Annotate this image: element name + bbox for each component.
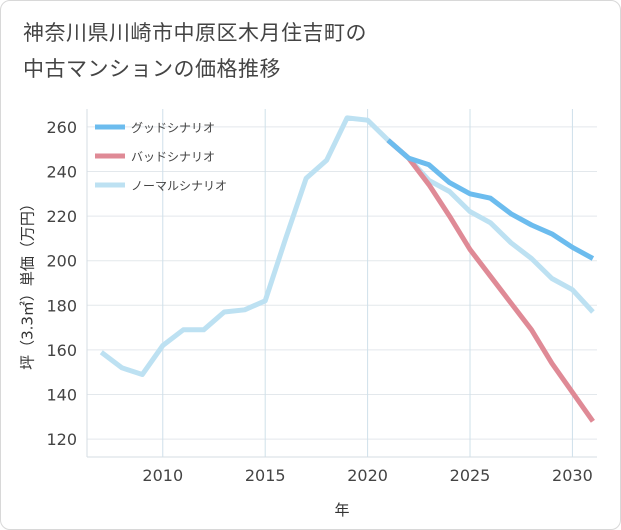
series-line-0 [386, 138, 595, 261]
y-tick-label: 160 [46, 341, 77, 360]
x-tick-label: 2015 [245, 466, 286, 485]
chart-title: 神奈川県川崎市中原区木月住吉町の 中古マンションの価格推移 [23, 15, 603, 87]
y-tick-label: 180 [46, 296, 77, 315]
x-tick-label: 2020 [347, 466, 388, 485]
y-tick-label: 120 [46, 430, 77, 449]
series-line-2 [99, 115, 595, 377]
legend-label: ノーマルシナリオ [131, 179, 227, 193]
x-axis-label: 年 [334, 501, 349, 519]
axes: 120 140 160 180 200 220 240 260 2010 2015 2020 2025… [46, 109, 597, 485]
y-tick-label: 240 [46, 162, 77, 181]
x-tick-label: 2025 [450, 466, 491, 485]
x-tick-label: 2030 [552, 466, 593, 485]
chart-title-line-2: 中古マンションの価格推移 [23, 57, 281, 81]
legend-label: グッドシナリオ [131, 121, 215, 135]
y-axis-label: 坪（3.3㎡）単価（万円） [19, 196, 37, 370]
y-tick-label: 200 [46, 252, 77, 271]
legend-label: バッドシナリオ [131, 150, 215, 164]
y-tick-label: 220 [46, 207, 77, 226]
chart-title-line-1: 神奈川県川崎市中原区木月住吉町の [23, 21, 367, 45]
series-line-1 [386, 138, 595, 423]
y-tick-label: 140 [46, 386, 77, 405]
series-lines [99, 115, 595, 423]
x-tick-label: 2010 [142, 466, 183, 485]
y-tick-label: 260 [46, 118, 77, 137]
